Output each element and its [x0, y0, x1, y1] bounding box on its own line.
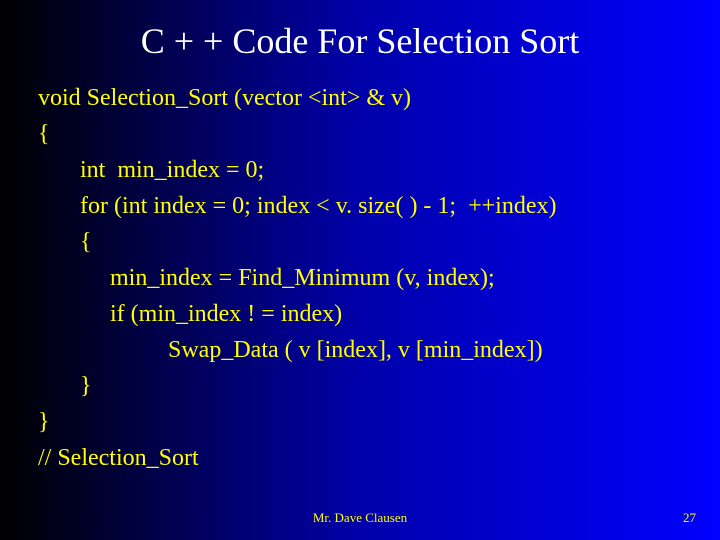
code-line: { [38, 116, 700, 152]
code-line: } [38, 368, 700, 404]
code-line: { [38, 224, 700, 260]
code-block: void Selection_Sort (vector <int> & v) {… [0, 80, 720, 476]
code-line: for (int index = 0; index < v. size( ) -… [38, 188, 700, 224]
code-line: } [38, 404, 700, 440]
code-line: void Selection_Sort (vector <int> & v) [38, 80, 700, 116]
code-line: int min_index = 0; [38, 152, 700, 188]
code-line: // Selection_Sort [38, 440, 700, 476]
code-line: Swap_Data ( v [index], v [min_index]) [38, 332, 700, 368]
slide-title: C + + Code For Selection Sort [0, 0, 720, 80]
page-number: 27 [683, 510, 696, 526]
footer-author: Mr. Dave Clausen [0, 510, 720, 526]
code-line: min_index = Find_Minimum (v, index); [38, 260, 700, 296]
code-line: if (min_index ! = index) [38, 296, 700, 332]
